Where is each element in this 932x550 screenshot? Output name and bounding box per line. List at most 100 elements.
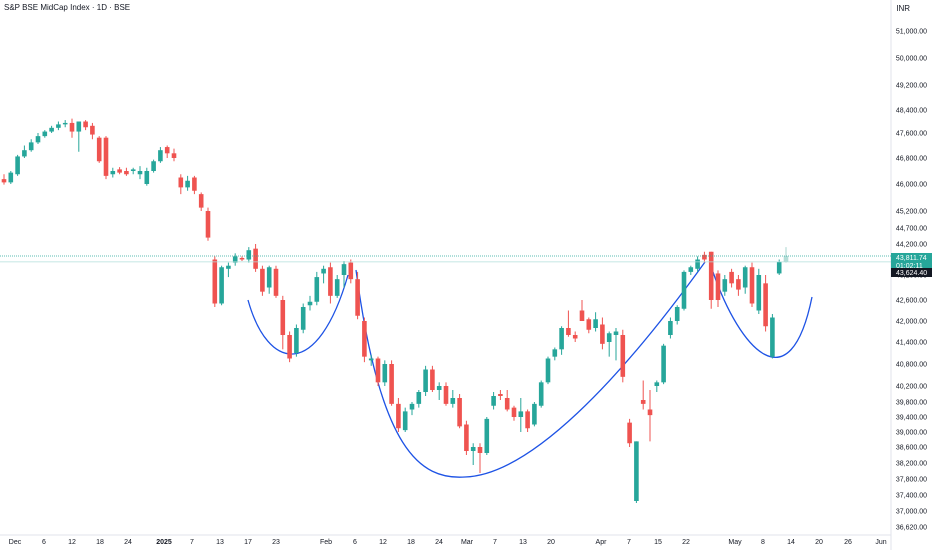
candle[interactable] <box>647 390 653 442</box>
candle[interactable] <box>280 295 286 350</box>
candle[interactable] <box>409 402 415 416</box>
candle[interactable] <box>756 268 762 314</box>
candle[interactable] <box>375 356 381 386</box>
candle[interactable] <box>722 275 728 296</box>
candle[interactable] <box>62 120 68 128</box>
candle[interactable] <box>368 354 374 366</box>
candle[interactable] <box>8 171 14 184</box>
candle[interactable] <box>171 148 177 162</box>
candle[interactable] <box>22 145 27 159</box>
candle[interactable] <box>538 380 544 408</box>
candle[interactable] <box>164 145 170 159</box>
candle[interactable] <box>634 441 639 503</box>
candle[interactable] <box>1 174 7 185</box>
candle[interactable] <box>518 398 524 432</box>
candle[interactable] <box>334 275 340 298</box>
candle[interactable] <box>532 402 537 427</box>
candle[interactable] <box>579 300 585 321</box>
candle[interactable] <box>328 262 333 304</box>
candle[interactable] <box>674 305 680 325</box>
candle[interactable] <box>498 390 503 400</box>
candle[interactable] <box>246 247 252 263</box>
candle[interactable] <box>600 317 605 350</box>
candle[interactable] <box>362 317 367 363</box>
candle[interactable] <box>382 360 388 386</box>
candle[interactable] <box>83 120 88 131</box>
candle[interactable] <box>103 136 109 180</box>
prev-close-tag[interactable]: 43,624.40 <box>891 268 932 277</box>
candle[interactable] <box>232 253 238 266</box>
candle[interactable] <box>253 244 258 272</box>
candle[interactable] <box>76 121 82 152</box>
candle[interactable] <box>355 271 360 320</box>
candle[interactable] <box>348 259 354 284</box>
candle[interactable] <box>402 407 408 432</box>
candle[interactable] <box>491 392 496 410</box>
candle[interactable] <box>566 310 571 337</box>
candle[interactable] <box>56 121 61 131</box>
candle[interactable] <box>96 136 102 163</box>
candle[interactable] <box>729 268 734 288</box>
candle[interactable] <box>130 167 136 175</box>
candle[interactable] <box>158 147 163 163</box>
candle[interactable] <box>124 167 129 176</box>
candle[interactable] <box>185 175 190 191</box>
candle[interactable] <box>151 159 156 173</box>
candle[interactable] <box>436 382 442 400</box>
candle[interactable] <box>42 130 48 138</box>
candle[interactable] <box>640 380 646 410</box>
candle[interactable] <box>464 420 469 455</box>
candle[interactable] <box>763 275 768 332</box>
candle[interactable] <box>321 265 326 284</box>
candle[interactable] <box>681 270 687 311</box>
candle[interactable] <box>606 331 612 357</box>
candle[interactable] <box>212 256 218 307</box>
chart-title[interactable]: S&P BSE MidCap Index · 1D · BSE <box>4 3 131 12</box>
candle[interactable] <box>708 251 714 309</box>
candle[interactable] <box>396 398 401 432</box>
candle[interactable] <box>715 270 721 307</box>
candle[interactable] <box>35 133 41 144</box>
candle[interactable] <box>266 265 272 294</box>
candle[interactable] <box>110 167 116 178</box>
candle[interactable] <box>341 261 347 288</box>
candle[interactable] <box>742 265 748 294</box>
candle[interactable] <box>572 331 578 343</box>
candle[interactable] <box>423 365 428 396</box>
candle-live[interactable] <box>783 247 789 263</box>
pattern-arc[interactable] <box>712 271 813 358</box>
candle[interactable] <box>613 328 619 361</box>
candle[interactable] <box>260 265 265 296</box>
candle[interactable] <box>144 167 150 186</box>
candle[interactable] <box>287 331 292 363</box>
candle[interactable] <box>552 347 558 361</box>
candle[interactable] <box>28 139 34 152</box>
candle[interactable] <box>178 174 184 195</box>
candle[interactable] <box>586 317 592 334</box>
candle[interactable] <box>736 275 741 296</box>
candle[interactable] <box>702 251 707 263</box>
candle[interactable] <box>620 329 626 383</box>
candle[interactable] <box>559 326 564 355</box>
candle[interactable] <box>484 417 490 455</box>
candle[interactable] <box>307 295 313 311</box>
candle[interactable] <box>661 343 666 385</box>
candle[interactable] <box>654 380 660 393</box>
candle[interactable] <box>239 256 245 262</box>
candle[interactable] <box>15 154 20 176</box>
candle[interactable] <box>49 125 54 133</box>
candle[interactable] <box>545 356 551 385</box>
candle[interactable] <box>198 192 204 211</box>
candle[interactable] <box>137 166 143 180</box>
candle[interactable] <box>90 122 95 140</box>
candle[interactable] <box>294 324 299 357</box>
candle[interactable] <box>627 418 632 447</box>
candle[interactable] <box>457 394 462 429</box>
candle[interactable] <box>668 317 673 339</box>
pattern-arc[interactable] <box>355 261 706 478</box>
candle[interactable] <box>525 409 530 433</box>
pattern-arc[interactable] <box>247 274 349 355</box>
candle[interactable] <box>389 360 394 406</box>
